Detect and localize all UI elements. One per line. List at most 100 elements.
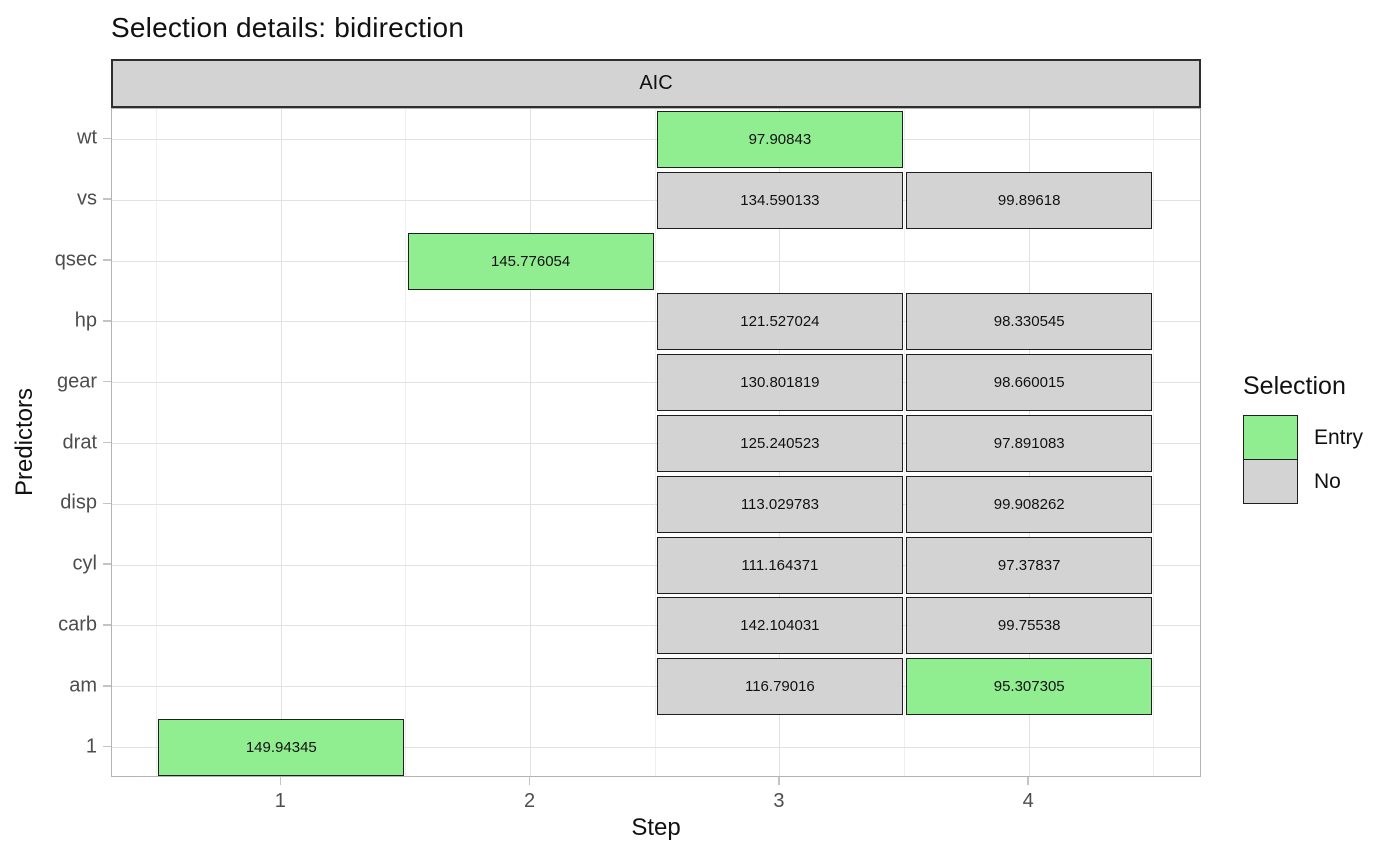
y-tick-label: disp bbox=[60, 491, 97, 514]
y-tick-label: vs bbox=[77, 187, 97, 210]
x-tick-mark bbox=[528, 777, 531, 785]
facet-strip-label: AIC bbox=[639, 72, 673, 94]
aic-tile: 97.891083 bbox=[906, 415, 1153, 472]
y-tick-mark bbox=[103, 745, 111, 748]
aic-value: 97.90843 bbox=[748, 130, 812, 148]
y-tick-mark bbox=[103, 502, 111, 505]
aic-tile: 116.79016 bbox=[656, 658, 903, 716]
aic-value: 98.330545 bbox=[993, 313, 1065, 331]
y-tick-label: drat bbox=[62, 431, 97, 453]
aic-tile: 97.90843 bbox=[656, 110, 903, 168]
aic-value: 99.908262 bbox=[993, 495, 1065, 513]
aic-value: 99.89618 bbox=[997, 191, 1061, 209]
aic-tile: 97.37837 bbox=[906, 536, 1153, 594]
gridline-major-horizontal bbox=[112, 686, 1200, 688]
plot-title: Selection details: bidirection bbox=[111, 12, 465, 43]
y-tick-label: wt bbox=[77, 126, 97, 149]
x-tick-mark bbox=[279, 777, 282, 785]
aic-tile: 149.94345 bbox=[158, 719, 405, 777]
aic-value: 95.307305 bbox=[993, 678, 1065, 696]
gridline-major-horizontal bbox=[112, 564, 1200, 566]
y-tick-label: qsec bbox=[54, 248, 97, 271]
aic-tile: 111.164371 bbox=[656, 536, 903, 594]
gridline-major-horizontal bbox=[112, 138, 1200, 140]
gridline-major-horizontal bbox=[112, 503, 1200, 505]
aic-tile: 145.776054 bbox=[407, 232, 654, 290]
aic-value: 99.75538 bbox=[997, 617, 1061, 635]
legend: Selection Entry No bbox=[1243, 372, 1363, 504]
aic-tile: 98.660015 bbox=[906, 354, 1153, 412]
aic-value: 111.164371 bbox=[741, 556, 819, 574]
gridline-major-horizontal bbox=[112, 382, 1200, 384]
x-tick-label: 2 bbox=[524, 790, 536, 812]
y-tick-mark bbox=[103, 380, 111, 383]
y-tick-mark bbox=[103, 137, 111, 140]
y-tick-label: cyl bbox=[72, 552, 97, 575]
gridline-major-vertical bbox=[280, 109, 282, 776]
y-tick-mark bbox=[103, 259, 111, 261]
aic-tile: 98.330545 bbox=[906, 293, 1153, 351]
aic-value: 116.79016 bbox=[744, 678, 815, 696]
aic-tile: 134.590133 bbox=[656, 171, 903, 229]
aic-tile: 113.029783 bbox=[656, 475, 903, 533]
aic-value: 142.104031 bbox=[740, 617, 820, 635]
aic-value: 97.37837 bbox=[997, 556, 1061, 574]
aic-tile: 95.307305 bbox=[906, 658, 1153, 716]
aic-tile: 99.75538 bbox=[906, 597, 1153, 655]
aic-value: 134.590133 bbox=[740, 191, 820, 209]
y-tick-mark bbox=[103, 198, 111, 200]
aic-value: 98.660015 bbox=[993, 374, 1065, 392]
y-tick-label: gear bbox=[56, 370, 97, 393]
gridline-major-horizontal bbox=[112, 199, 1200, 201]
gridline-minor-vertical bbox=[405, 109, 407, 776]
aic-tile: 142.104031 bbox=[656, 597, 903, 655]
legend-key-swatch bbox=[1243, 415, 1298, 460]
aic-tile: 99.908262 bbox=[906, 475, 1153, 533]
gridline-minor-vertical bbox=[904, 109, 906, 776]
y-tick-label: hp bbox=[74, 309, 97, 332]
aic-value: 121.527024 bbox=[740, 313, 820, 331]
legend-entry: Entry bbox=[1243, 415, 1363, 460]
legend-key-swatch bbox=[1243, 458, 1298, 504]
y-tick-label: carb bbox=[58, 613, 97, 636]
legend-entries: Entry No bbox=[1243, 415, 1363, 504]
legend-entry: No bbox=[1243, 458, 1363, 504]
gridline-major-vertical bbox=[530, 109, 532, 776]
x-tick-label: 1 bbox=[274, 790, 286, 812]
legend-entry-label: No bbox=[1314, 469, 1341, 493]
aic-value: 130.801819 bbox=[740, 374, 820, 392]
aic-value: 125.240523 bbox=[740, 435, 820, 452]
aic-value: 113.029783 bbox=[740, 495, 819, 513]
aic-tile: 99.89618 bbox=[906, 171, 1153, 229]
x-axis-title: Step bbox=[631, 814, 681, 841]
gridline-minor-vertical bbox=[1153, 109, 1155, 776]
y-tick-mark bbox=[103, 563, 111, 565]
y-tick-mark bbox=[103, 320, 111, 322]
plot-panel: 149.94345 145.776054 97.90843 134.590133 99.… bbox=[111, 108, 1201, 777]
x-tick-label: 3 bbox=[773, 790, 785, 812]
aic-value: 97.891083 bbox=[993, 435, 1065, 452]
y-tick-mark bbox=[103, 624, 111, 626]
legend-entry-label: Entry bbox=[1314, 425, 1364, 449]
gridline-major-horizontal bbox=[112, 443, 1200, 444]
x-tick-mark bbox=[778, 777, 780, 785]
facet-strip: AIC bbox=[111, 59, 1201, 108]
gridline-minor-vertical bbox=[654, 109, 656, 776]
x-tick-label: 4 bbox=[1022, 790, 1034, 812]
gridline-minor-vertical bbox=[156, 109, 158, 776]
aic-tile: 130.801819 bbox=[656, 354, 903, 412]
aic-tile: 125.240523 bbox=[656, 415, 903, 472]
y-tick-mark bbox=[103, 441, 111, 444]
y-tick-label: 1 bbox=[85, 735, 97, 758]
aic-tile: 121.527024 bbox=[656, 293, 903, 351]
y-tick-label: am bbox=[69, 674, 97, 697]
gridline-major-horizontal bbox=[112, 321, 1200, 323]
legend-title: Selection bbox=[1243, 372, 1346, 400]
aic-value: 149.94345 bbox=[245, 739, 317, 757]
gridline-major-horizontal bbox=[112, 260, 1200, 262]
gridline-major-horizontal bbox=[112, 625, 1200, 627]
y-tick-mark bbox=[103, 685, 111, 687]
x-tick-mark bbox=[1027, 777, 1029, 785]
gridline-major-horizontal bbox=[112, 747, 1200, 749]
